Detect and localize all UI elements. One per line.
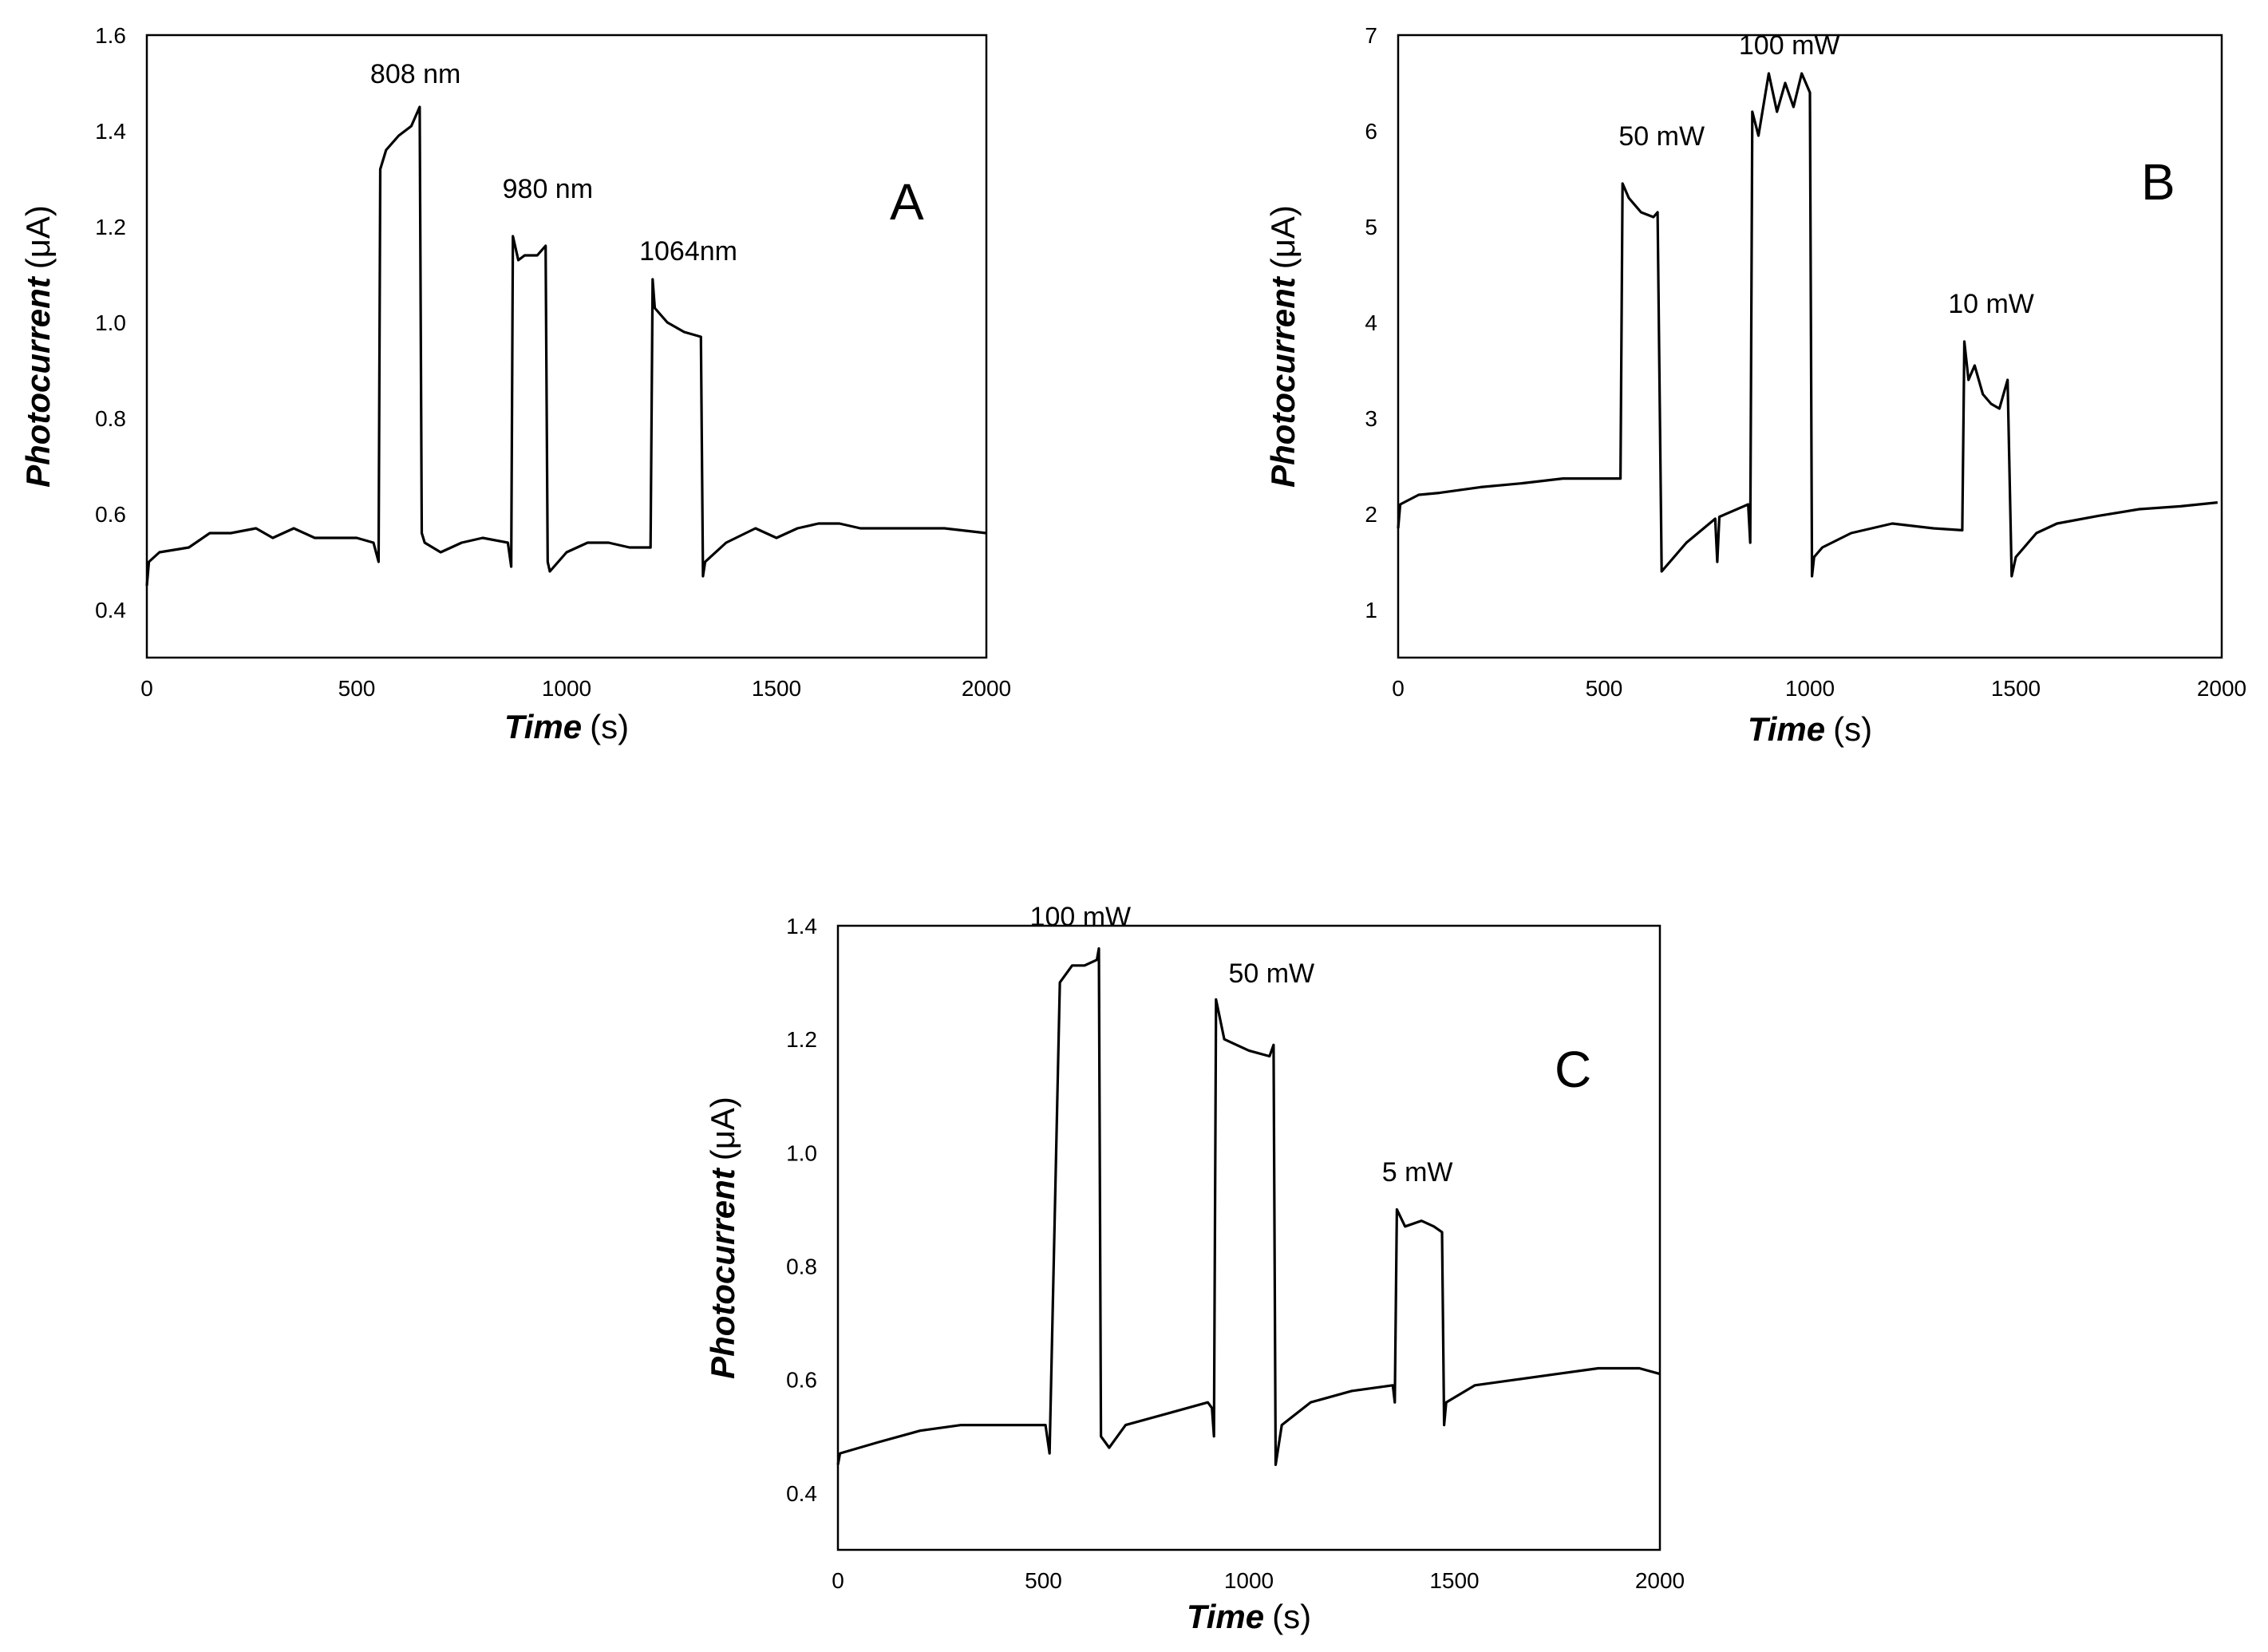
x-tick-label: 1000 bbox=[1785, 676, 1835, 701]
panel-letter: B bbox=[2141, 153, 2175, 211]
x-tick-label: 0 bbox=[832, 1568, 844, 1593]
y-axis-label-name: Photocurrent bbox=[704, 1167, 741, 1379]
y-tick-label: 1.2 bbox=[786, 1027, 817, 1052]
y-tick-label: 1.6 bbox=[95, 23, 126, 48]
y-tick-label: 2 bbox=[1365, 502, 1377, 527]
annotation-label: 5 mW bbox=[1382, 1157, 1453, 1188]
annotations: 50 mW 100 mW 10 mW bbox=[1618, 30, 2033, 319]
y-tick-label: 6 bbox=[1365, 119, 1377, 144]
photocurrent-line bbox=[1397, 72, 2218, 578]
y-tick-label: 1 bbox=[1365, 598, 1377, 622]
y-tick-label: 0.8 bbox=[786, 1255, 817, 1279]
y-tick-label: 0.4 bbox=[786, 1481, 817, 1506]
plot-frame bbox=[145, 34, 988, 659]
x-axis-label: Time (s) bbox=[1187, 1598, 1311, 1635]
y-tick-label: 1.0 bbox=[786, 1140, 817, 1165]
y-tick-label: 0.8 bbox=[95, 406, 126, 431]
y-tick-label: 0.4 bbox=[95, 598, 126, 622]
annotation-label: 10 mW bbox=[1948, 289, 2034, 319]
y-tick-label: 3 bbox=[1365, 406, 1377, 431]
y-tick-label: 0.6 bbox=[786, 1368, 817, 1393]
panel-a: 0.4 0.6 0.8 1.0 1.2 1.4 1.6 0 500 1000 1500 2000 8… bbox=[19, 23, 1011, 745]
x-axis-label-unit: (s) bbox=[1833, 710, 1872, 748]
y-tick-label: 1.2 bbox=[95, 215, 126, 239]
x-tick-label: 1500 bbox=[752, 676, 801, 701]
annotation-label: 50 mW bbox=[1228, 958, 1314, 989]
y-axis-label-unit: (μA) bbox=[19, 205, 57, 269]
y-axis-label-unit: (μA) bbox=[1264, 205, 1302, 269]
panel-c: 0.4 0.6 0.8 1.0 1.2 1.4 0 500 1000 1500 2000 100 … bbox=[704, 902, 1685, 1635]
panel-b: 1 2 3 4 5 6 7 0 500 1000 1500 2000 50 mW 100 mW 10 m… bbox=[1264, 23, 2246, 748]
y-axis-label-unit: (μA) bbox=[704, 1097, 741, 1160]
x-tick-label: 2000 bbox=[2197, 676, 2246, 701]
y-tick-label: 4 bbox=[1365, 310, 1377, 335]
x-tick-label: 500 bbox=[338, 676, 376, 701]
annotation-label: 100 mW bbox=[1030, 902, 1132, 932]
annotation-label: 980 nm bbox=[503, 174, 593, 204]
x-axis-label-name: Time bbox=[1187, 1598, 1264, 1635]
y-tick-label: 0.6 bbox=[95, 502, 126, 527]
y-axis-label: Photocurrent (μA) bbox=[1264, 205, 1302, 488]
annotation-label: 50 mW bbox=[1618, 121, 1705, 152]
panel-letter: A bbox=[890, 173, 924, 231]
y-tick-label: 1.4 bbox=[786, 914, 817, 939]
x-tick-label: 1500 bbox=[1991, 676, 2041, 701]
y-ticks: 1 2 3 4 5 6 7 bbox=[1365, 23, 1377, 622]
y-tick-label: 1.4 bbox=[95, 119, 126, 144]
y-axis-label-name: Photocurrent bbox=[19, 275, 57, 488]
x-axis-label: Time (s) bbox=[1748, 710, 1872, 748]
x-axis-label: Time (s) bbox=[504, 708, 629, 745]
y-axis-label: Photocurrent (μA) bbox=[19, 205, 57, 488]
annotations: 100 mW 50 mW 5 mW bbox=[1030, 902, 1453, 1188]
y-tick-label: 7 bbox=[1365, 23, 1377, 48]
x-tick-label: 2000 bbox=[1635, 1568, 1685, 1593]
x-ticks: 0 500 1000 1500 2000 bbox=[140, 676, 1011, 701]
x-tick-label: 1000 bbox=[1224, 1568, 1274, 1593]
plot-frame bbox=[1397, 34, 2223, 659]
photocurrent-line bbox=[836, 947, 1661, 1466]
x-tick-label: 500 bbox=[1025, 1568, 1062, 1593]
annotation-label: 808 nm bbox=[370, 59, 460, 89]
x-axis-label-name: Time bbox=[1748, 710, 1825, 748]
panel-letter: C bbox=[1555, 1041, 1591, 1098]
annotations: 808 nm 980 nm 1064nm bbox=[370, 59, 737, 267]
x-ticks: 0 500 1000 1500 2000 bbox=[832, 1568, 1685, 1593]
photocurrent-line bbox=[145, 105, 987, 587]
x-tick-label: 1500 bbox=[1429, 1568, 1479, 1593]
annotation-label: 100 mW bbox=[1739, 30, 1840, 61]
y-ticks: 0.4 0.6 0.8 1.0 1.2 1.4 1.6 bbox=[95, 23, 126, 622]
y-axis-label-name: Photocurrent bbox=[1264, 275, 1302, 488]
annotation-label: 1064nm bbox=[639, 236, 737, 267]
plot-frame bbox=[836, 924, 1661, 1551]
y-tick-label: 5 bbox=[1365, 215, 1377, 239]
y-ticks: 0.4 0.6 0.8 1.0 1.2 1.4 bbox=[786, 914, 817, 1506]
x-ticks: 0 500 1000 1500 2000 bbox=[1392, 676, 2246, 701]
y-axis-label: Photocurrent (μA) bbox=[704, 1097, 741, 1379]
x-tick-label: 1000 bbox=[542, 676, 591, 701]
x-axis-label-name: Time bbox=[504, 708, 582, 745]
x-axis-label-unit: (s) bbox=[1272, 1598, 1311, 1635]
x-tick-label: 0 bbox=[1392, 676, 1405, 701]
y-tick-label: 1.0 bbox=[95, 310, 126, 335]
x-tick-label: 0 bbox=[140, 676, 153, 701]
x-tick-label: 500 bbox=[1586, 676, 1623, 701]
x-tick-label: 2000 bbox=[962, 676, 1011, 701]
x-axis-label-unit: (s) bbox=[590, 708, 629, 745]
